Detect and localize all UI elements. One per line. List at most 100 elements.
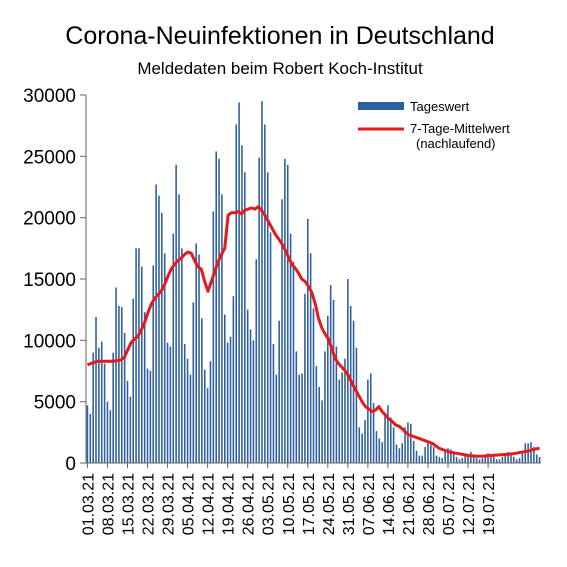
bar: [458, 459, 461, 463]
bar: [378, 438, 381, 463]
bar: [455, 456, 458, 463]
bar: [372, 402, 375, 463]
bar: [452, 453, 455, 463]
chart-subtitle: Meldedaten beim Robert Koch-Institut: [137, 59, 423, 78]
bar: [347, 279, 349, 463]
bar: [129, 396, 132, 463]
bar: [475, 458, 478, 463]
bar: [404, 427, 406, 463]
bar: [266, 172, 269, 463]
plot-area: [86, 101, 541, 464]
x-tick-label: 07.06.21: [361, 473, 378, 535]
legend: Tageswert 7-Tage-Mittelwert (nachlaufend…: [358, 99, 510, 151]
bar: [166, 342, 169, 463]
bar: [364, 420, 366, 463]
bar: [341, 372, 343, 463]
y-tick-label: 20000: [23, 209, 76, 230]
bar: [183, 344, 186, 463]
x-tick-label: 26.04.21: [241, 473, 258, 535]
bar: [181, 248, 183, 463]
bar: [212, 211, 215, 463]
chart-title: Corona-Neuinfektionen in Deutschland: [65, 22, 494, 50]
bar: [518, 458, 521, 463]
bar: [421, 455, 424, 463]
bar: [206, 388, 209, 463]
bar: [126, 380, 129, 463]
bar: [444, 451, 446, 463]
legend-bar-swatch: [358, 102, 404, 110]
bar: [332, 299, 335, 463]
bar: [269, 232, 272, 463]
bar: [384, 415, 386, 463]
x-tick-label: 05.04.21: [181, 473, 198, 535]
bar: [172, 233, 175, 463]
bar: [209, 361, 212, 463]
bar: [447, 448, 449, 463]
x-tick-label: 21.06.21: [401, 473, 418, 535]
bar: [484, 454, 486, 463]
x-tick-label: 19.07.21: [481, 473, 498, 535]
bar: [246, 309, 249, 463]
bar: [232, 296, 235, 463]
bar: [138, 248, 140, 463]
bar: [493, 456, 495, 463]
bar: [521, 451, 524, 463]
bar: [478, 459, 481, 463]
x-tick-label: 19.04.21: [221, 473, 238, 535]
bar: [430, 444, 432, 463]
bar: [86, 405, 89, 463]
bar: [472, 455, 475, 463]
bar: [467, 454, 469, 463]
bar: [401, 443, 403, 463]
bar: [195, 243, 197, 463]
bar: [118, 305, 120, 463]
bar: [155, 184, 157, 464]
bar: [495, 459, 498, 463]
bar: [275, 374, 278, 463]
bar: [272, 344, 275, 463]
bar: [432, 447, 435, 463]
bar: [312, 308, 315, 463]
bar: [229, 336, 232, 463]
bar: [315, 366, 318, 463]
bar: [226, 342, 229, 463]
bar: [487, 453, 489, 463]
bar: [424, 447, 426, 463]
bar: [218, 158, 220, 464]
bar: [481, 458, 484, 463]
bar: [292, 261, 295, 463]
bar: [163, 253, 166, 463]
bar: [146, 368, 149, 463]
x-tick-label: 12.04.21: [201, 473, 218, 535]
bar: [132, 298, 134, 463]
bar: [103, 363, 106, 463]
bar: [392, 427, 395, 463]
legend-label-line-1: 7-Tage-Mittelwert: [410, 121, 510, 136]
bar: [418, 455, 421, 463]
bar: [252, 340, 255, 463]
bar: [175, 164, 177, 464]
bar: [395, 444, 398, 463]
bar: [301, 373, 303, 463]
bar: [527, 443, 529, 463]
bar: [507, 451, 509, 463]
bar: [389, 417, 392, 463]
y-tick-label: 10000: [23, 331, 76, 352]
bar: [338, 379, 341, 463]
bar: [510, 453, 512, 463]
bar: [464, 454, 466, 463]
bar: [361, 433, 363, 463]
bar: [427, 440, 429, 463]
bar: [412, 440, 415, 463]
bar: [415, 450, 418, 463]
bar: [515, 459, 518, 463]
x-tick-label: 01.03.21: [80, 473, 97, 535]
bar: [335, 346, 338, 463]
bar: [158, 195, 160, 463]
bar: [244, 172, 246, 463]
bar: [530, 442, 532, 463]
bar: [295, 351, 298, 463]
bar: [241, 145, 243, 464]
bar: [318, 386, 321, 463]
